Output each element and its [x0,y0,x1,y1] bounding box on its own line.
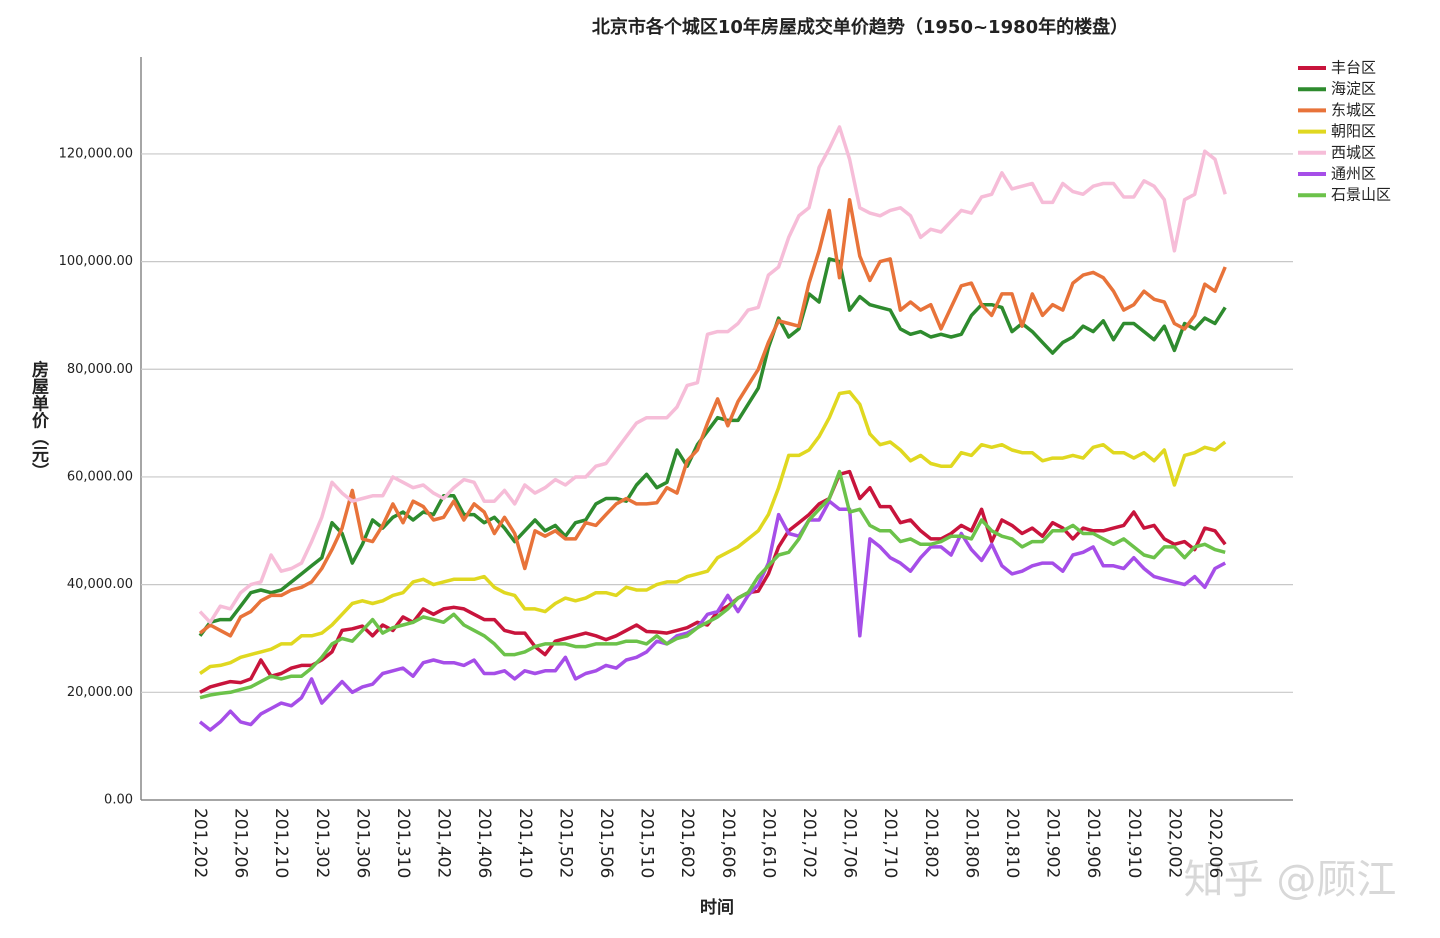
legend-label: 东城区 [1331,101,1376,119]
chart-title: 北京市各个城区10年房屋成交单价趋势（1950~1980年的楼盘） [592,16,1128,38]
x-tick-label: 201,210 [271,808,291,878]
series-line [199,390,1227,675]
y-tick-label: 80,000.00 [67,362,133,377]
x-tick-label: 201,606 [718,808,738,878]
x-axis-title: 时间 [700,897,734,918]
series-line [199,469,1226,700]
y-tick-label: 60,000.00 [67,469,133,484]
legend-label: 海淀区 [1331,80,1376,98]
watermark: 知乎 @顾江 [1184,857,1397,903]
y-tick-label: 120,000.00 [59,146,133,161]
x-tick-label: 201,202 [190,808,210,878]
x-tick-label: 201,610 [758,808,778,878]
y-axis-title: 房屋单价（元） [28,359,49,479]
x-tick-label: 201,802 [921,808,941,878]
y-tick-label: 20,000.00 [67,685,133,700]
x-tick-label: 201,302 [312,808,332,878]
y-tick-label: 100,000.00 [59,254,133,269]
x-tick-label: 201,206 [231,808,251,878]
x-tick-label: 201,406 [474,808,494,878]
legend-label: 朝阳区 [1331,122,1376,140]
legend-label: 丰台区 [1331,59,1376,77]
x-tick-label: 201,510 [637,808,657,878]
y-tick-label: 40,000.00 [67,577,133,592]
x-tick-label: 201,310 [393,808,413,878]
x-tick-label: 201,710 [880,808,900,878]
x-tick-label: 201,602 [677,808,697,878]
series-line [198,499,1227,732]
x-tick-label: 201,502 [555,808,575,878]
x-tick-label: 201,306 [352,808,372,878]
x-tick-label: 201,902 [1043,808,1063,878]
x-tick-label: 201,806 [961,808,981,878]
x-tick-label: 201,706 [840,808,860,878]
x-tick-label: 201,402 [434,808,454,878]
x-tick-label: 201,810 [1002,808,1022,878]
series-line [198,197,1227,638]
series-line [198,125,1227,625]
x-tick-label: 201,410 [515,808,535,878]
series-line [198,257,1227,637]
y-tick-label: 0.00 [104,793,133,808]
x-tick-label: 201,906 [1083,808,1103,878]
x-tick-label: 202,006 [1205,808,1225,878]
x-tick-label: 201,702 [799,808,819,878]
x-tick-label: 201,910 [1124,808,1144,878]
legend-label: 石景山区 [1331,186,1391,204]
legend-label: 通州区 [1331,165,1376,183]
x-tick-label: 202,002 [1164,808,1184,878]
x-tick-label: 201,506 [596,808,616,878]
legend-label: 西城区 [1331,143,1376,161]
